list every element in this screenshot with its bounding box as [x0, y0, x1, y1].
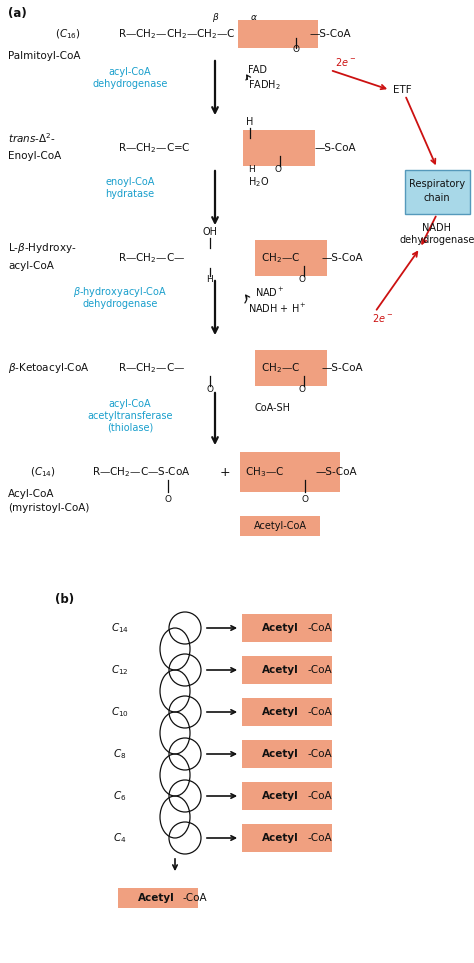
Text: $\beta$-Ketoacyl-CoA: $\beta$-Ketoacyl-CoA [8, 361, 90, 375]
Bar [242, 614, 332, 642]
Text: L-$\beta$-Hydroxy-: L-$\beta$-Hydroxy- [8, 241, 76, 255]
Text: Acetyl: Acetyl [138, 893, 175, 903]
Bar [238, 20, 318, 48]
Bar [255, 240, 327, 276]
Text: Acyl-CoA: Acyl-CoA [8, 489, 55, 499]
Bar [118, 888, 198, 908]
Text: —S-CoA: —S-CoA [316, 467, 357, 477]
Bar [240, 516, 320, 536]
Text: $C_8$: $C_8$ [113, 747, 127, 761]
Text: -CoA: -CoA [308, 665, 333, 675]
Bar [242, 740, 332, 768]
Text: dehydrogenase: dehydrogenase [399, 235, 474, 245]
Text: $(C_{14})$: $(C_{14})$ [30, 465, 56, 479]
Text: —S-CoA: —S-CoA [310, 29, 352, 39]
Bar [255, 350, 327, 386]
Text: Respiratory: Respiratory [409, 179, 465, 189]
Text: $(C_{16})$: $(C_{16})$ [55, 27, 81, 40]
Text: +: + [219, 465, 230, 479]
Text: NAD$^+$: NAD$^+$ [255, 285, 285, 299]
Text: -CoA: -CoA [308, 833, 333, 843]
Text: dehydrogenase: dehydrogenase [82, 299, 158, 309]
Text: chain: chain [424, 193, 450, 203]
Bar [240, 452, 340, 492]
Text: H$_2$O: H$_2$O [248, 175, 269, 189]
Text: enoyl-CoA: enoyl-CoA [105, 177, 155, 187]
Text: R—CH$_2$—CH$_2$—CH$_2$—C: R—CH$_2$—CH$_2$—CH$_2$—C [118, 27, 236, 40]
Text: NADH + H$^+$: NADH + H$^+$ [248, 301, 307, 315]
Text: (b): (b) [55, 593, 74, 607]
Bar [242, 656, 332, 684]
Text: hydratase: hydratase [105, 189, 155, 199]
Text: Acetyl-CoA: Acetyl-CoA [254, 521, 307, 531]
Text: O: O [207, 385, 213, 395]
Text: —S-CoA: —S-CoA [322, 363, 364, 373]
Text: Acetyl: Acetyl [262, 707, 299, 717]
Text: $2e^-$: $2e^-$ [335, 56, 356, 68]
Text: CoA-SH: CoA-SH [255, 403, 291, 413]
Text: acetyltransferase: acetyltransferase [87, 411, 173, 421]
Text: (myristoyl-CoA): (myristoyl-CoA) [8, 503, 90, 513]
Text: R—CH$_2$—C=C: R—CH$_2$—C=C [118, 142, 191, 155]
Text: Acetyl: Acetyl [262, 623, 299, 633]
Bar [242, 698, 332, 726]
Text: OH: OH [202, 227, 218, 237]
Text: CH$_3$—C: CH$_3$—C [245, 465, 284, 479]
Text: acyl-CoA: acyl-CoA [109, 399, 151, 409]
Text: $C_{12}$: $C_{12}$ [111, 664, 129, 677]
Text: O: O [274, 166, 282, 174]
Text: $\beta$: $\beta$ [212, 11, 220, 23]
Bar [405, 170, 470, 214]
Text: R—CH$_2$—C—S-CoA: R—CH$_2$—C—S-CoA [92, 465, 191, 479]
Text: acyl-CoA: acyl-CoA [109, 67, 151, 77]
Text: $C_6$: $C_6$ [113, 789, 127, 803]
Text: $\beta$-hydroxyacyl-CoA: $\beta$-hydroxyacyl-CoA [73, 285, 167, 299]
Text: -CoA: -CoA [183, 893, 208, 903]
Text: $\alpha$: $\alpha$ [250, 13, 258, 21]
Text: O: O [164, 496, 172, 505]
Text: H: H [249, 166, 255, 174]
Text: $C_{10}$: $C_{10}$ [111, 705, 129, 719]
Text: -CoA: -CoA [308, 749, 333, 759]
Text: FAD: FAD [248, 65, 267, 75]
Bar [242, 824, 332, 852]
Text: -CoA: -CoA [308, 623, 333, 633]
Text: Palmitoyl-CoA: Palmitoyl-CoA [8, 51, 81, 61]
Text: Acetyl: Acetyl [262, 749, 299, 759]
Text: Acetyl: Acetyl [262, 665, 299, 675]
Text: R—CH$_2$—C—: R—CH$_2$—C— [118, 251, 185, 265]
Text: R—CH$_2$—C—: R—CH$_2$—C— [118, 361, 185, 375]
Text: Acetyl: Acetyl [262, 833, 299, 843]
Text: O: O [299, 275, 306, 284]
Text: —S-CoA: —S-CoA [322, 253, 364, 263]
Text: $2e^-$: $2e^-$ [372, 312, 393, 324]
Bar [242, 782, 332, 810]
Text: $C_4$: $C_4$ [113, 831, 127, 845]
Text: $\it{trans}$-$\Delta^2$-: $\it{trans}$-$\Delta^2$- [8, 131, 56, 144]
Text: Acetyl: Acetyl [262, 791, 299, 801]
Text: -CoA: -CoA [308, 791, 333, 801]
Text: CH$_2$—C: CH$_2$—C [261, 251, 300, 265]
Text: NADH: NADH [422, 223, 452, 233]
Text: $C_{14}$: $C_{14}$ [111, 621, 129, 635]
Text: O: O [293, 45, 300, 55]
Text: (a): (a) [8, 8, 27, 20]
Text: -CoA: -CoA [308, 707, 333, 717]
Text: FADH$_2$: FADH$_2$ [248, 78, 281, 91]
Text: CH$_2$—C: CH$_2$—C [261, 361, 300, 375]
Text: O: O [301, 496, 309, 505]
Text: H: H [246, 117, 254, 127]
Bar [243, 130, 315, 166]
Text: Enoyl-CoA: Enoyl-CoA [8, 151, 61, 161]
Text: O: O [299, 385, 306, 395]
Text: (thiolase): (thiolase) [107, 423, 153, 433]
Text: —S-CoA: —S-CoA [315, 143, 356, 153]
Text: acyl-CoA: acyl-CoA [8, 261, 54, 271]
Text: dehydrogenase: dehydrogenase [92, 79, 168, 89]
Text: ETF: ETF [393, 85, 411, 95]
Text: H: H [207, 275, 213, 284]
